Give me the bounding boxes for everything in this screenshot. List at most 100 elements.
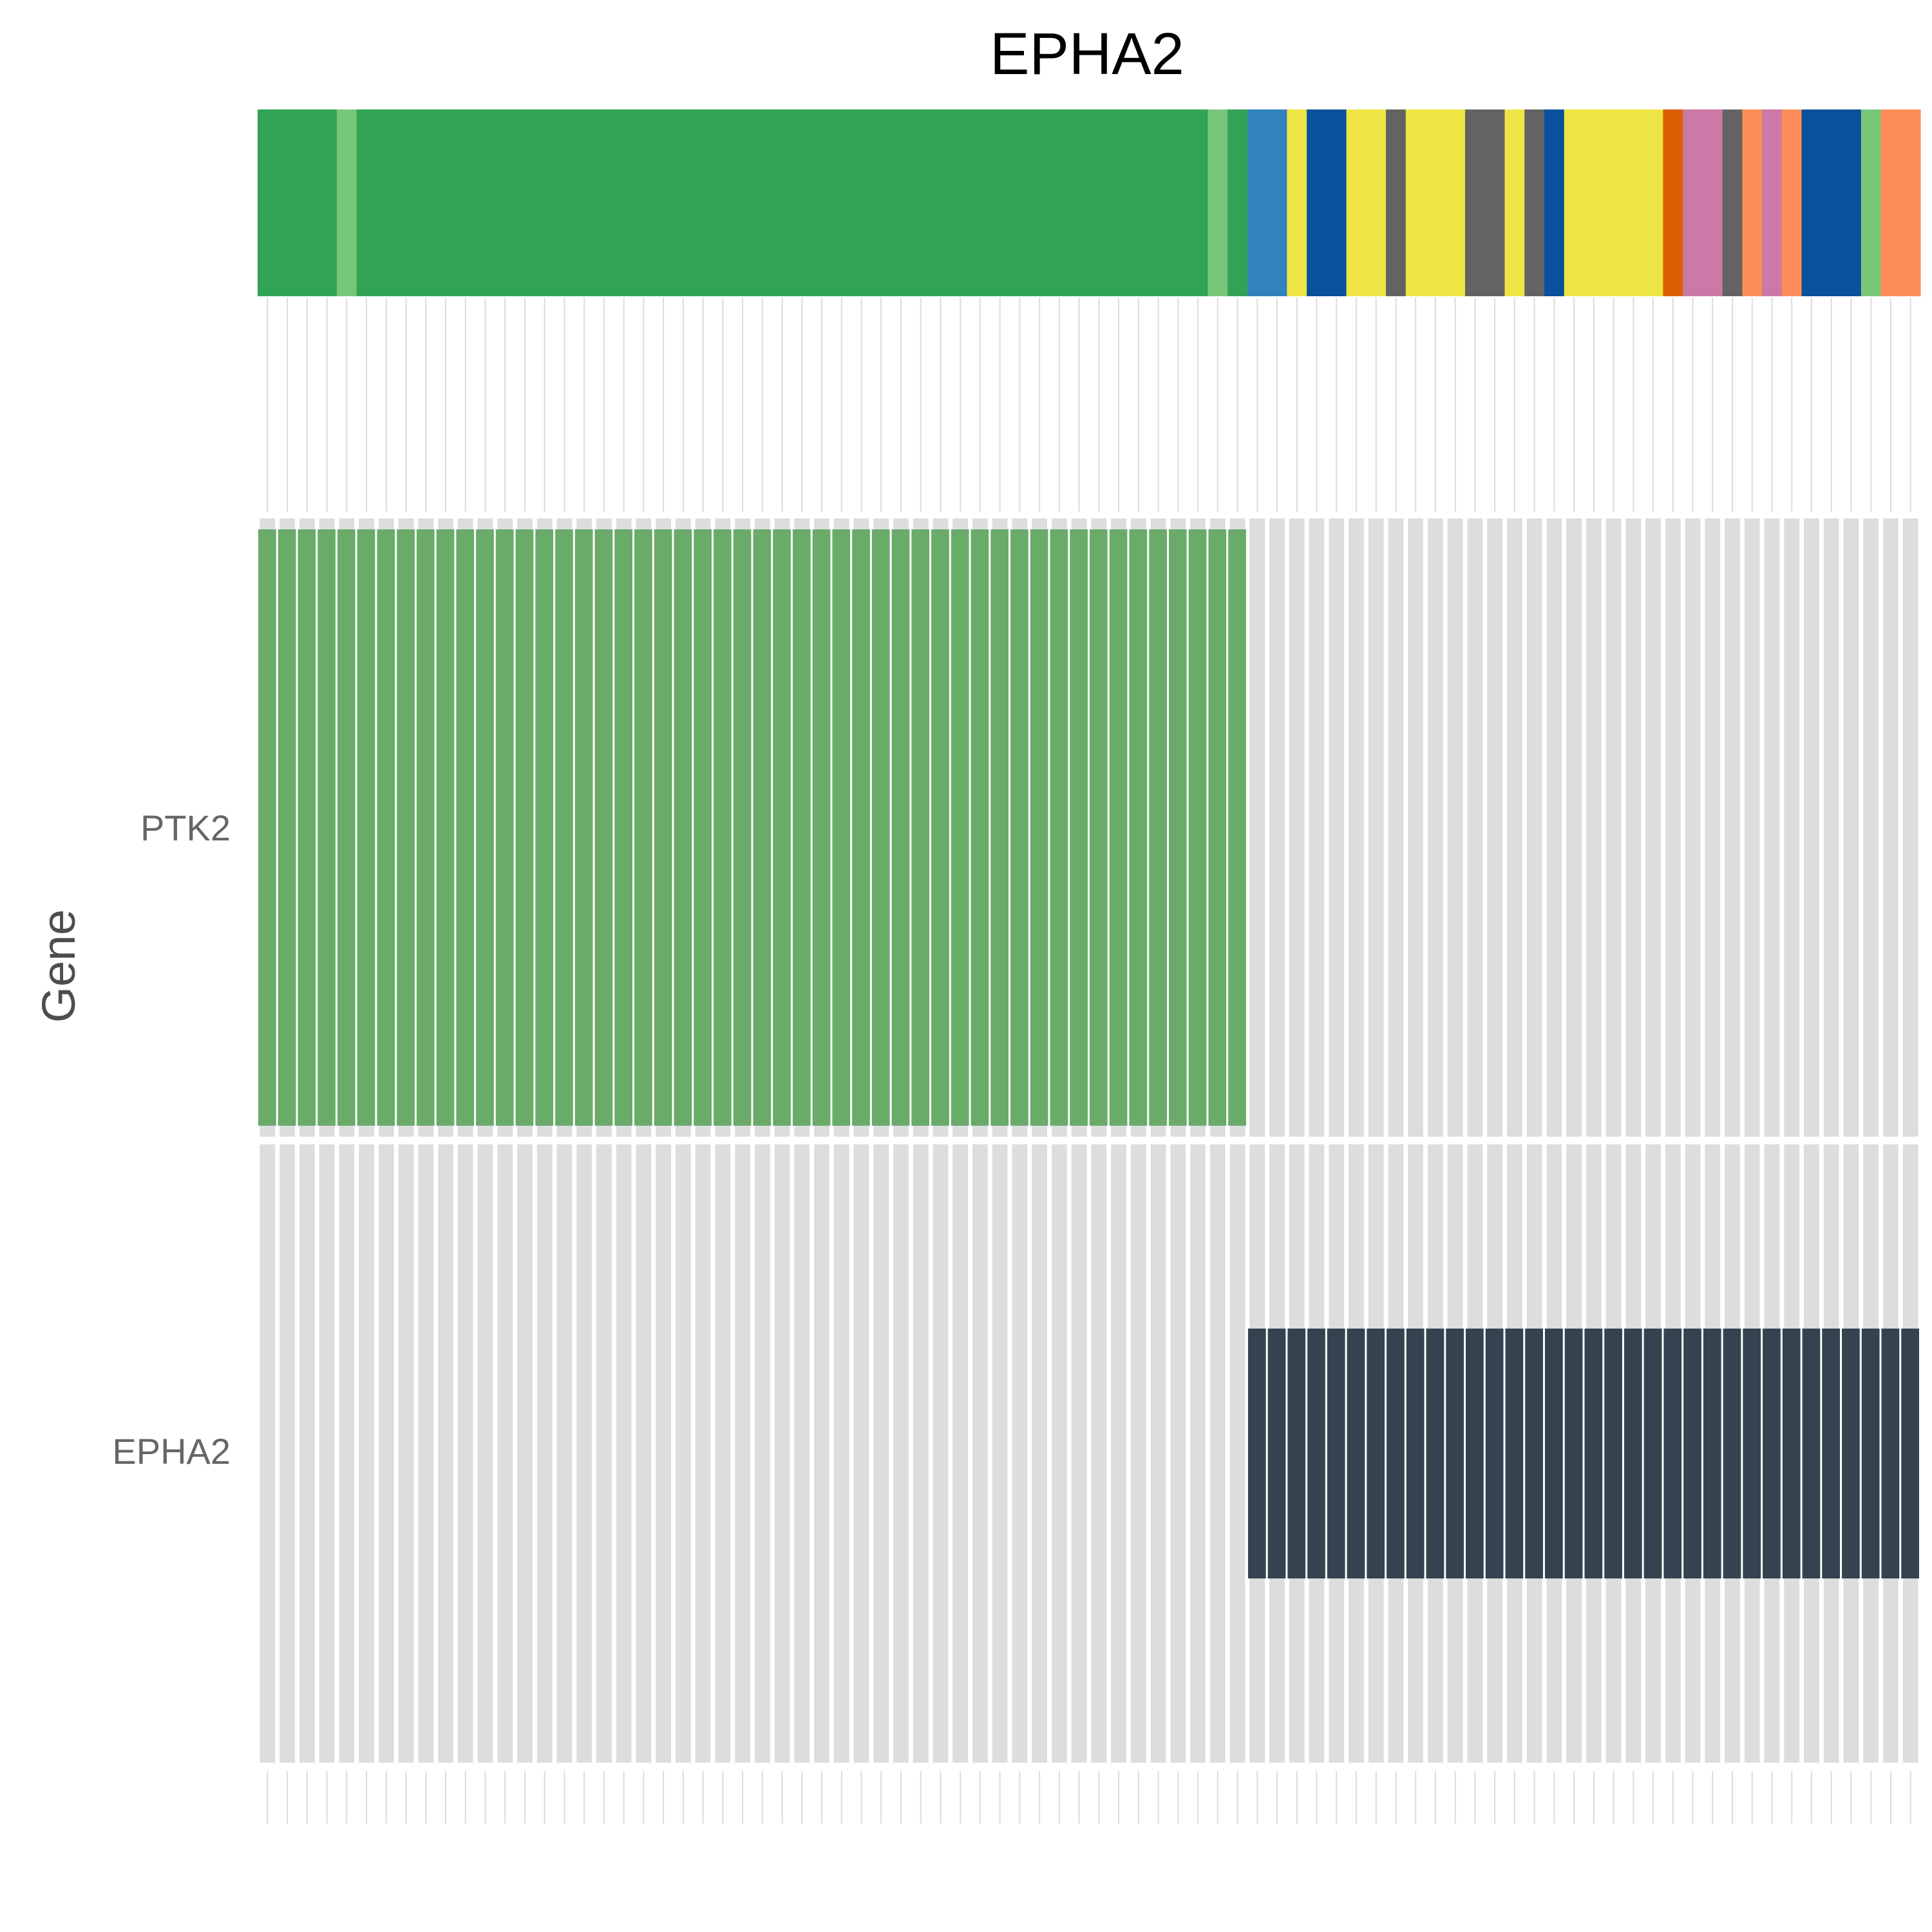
annotation-cell-53 xyxy=(1307,109,1327,296)
cell-bg-ptk2-73 xyxy=(1705,518,1721,1137)
cell-bg-epha2-1 xyxy=(279,1144,295,1763)
alteration-epha2-64 xyxy=(1525,1329,1543,1578)
cell-bg-epha2-35 xyxy=(952,1144,969,1763)
annotation-cell-59 xyxy=(1425,109,1446,296)
cell-bg-epha2-5 xyxy=(359,1144,374,1763)
alteration-epha2-66 xyxy=(1564,1329,1583,1578)
annotation-cell-77 xyxy=(1781,109,1803,296)
alteration-ptk2-29 xyxy=(832,529,851,1126)
annotation-cell-49 xyxy=(1227,109,1248,296)
annotation-cell-39 xyxy=(1029,109,1050,296)
annotation-cell-23 xyxy=(712,109,734,296)
alteration-ptk2-44 xyxy=(1129,529,1148,1126)
alteration-epha2-68 xyxy=(1604,1329,1622,1578)
annotation-cell-50 xyxy=(1247,109,1268,296)
gene-label-epha2: EPHA2 xyxy=(112,1431,231,1472)
cell-bg-ptk2-71 xyxy=(1665,518,1681,1137)
annotation-cell-15 xyxy=(554,109,575,296)
cell-bg-epha2-33 xyxy=(913,1144,929,1763)
cell-bg-epha2-28 xyxy=(814,1144,829,1763)
annotation-cell-80 xyxy=(1841,109,1862,296)
alteration-ptk2-43 xyxy=(1109,529,1128,1126)
alteration-ptk2-22 xyxy=(694,529,712,1126)
annotation-cell-31 xyxy=(871,109,892,296)
alteration-ptk2-36 xyxy=(971,529,989,1126)
cell-bg-epha2-47 xyxy=(1190,1144,1206,1763)
alteration-ptk2-31 xyxy=(871,529,890,1126)
cell-bg-ptk2-59 xyxy=(1428,518,1443,1137)
annotation-track xyxy=(258,109,1921,296)
annotation-cell-75 xyxy=(1742,109,1763,296)
alteration-epha2-53 xyxy=(1307,1329,1325,1578)
annotation-cell-67 xyxy=(1584,109,1604,296)
cell-bg-epha2-10 xyxy=(457,1144,473,1763)
annotation-cell-13 xyxy=(515,109,535,296)
annotation-cell-25 xyxy=(752,109,773,296)
annotation-cell-82 xyxy=(1880,109,1901,296)
cell-bg-epha2-23 xyxy=(715,1144,731,1763)
sample-separator-lines-bottom xyxy=(267,1771,1911,1824)
annotation-cell-32 xyxy=(891,109,911,296)
alteration-ptk2-10 xyxy=(456,529,475,1126)
cell-bg-ptk2-70 xyxy=(1645,518,1661,1137)
cell-bg-ptk2-81 xyxy=(1863,518,1879,1137)
annotation-cell-58 xyxy=(1405,109,1426,296)
alteration-epha2-63 xyxy=(1505,1329,1524,1578)
annotation-cell-42 xyxy=(1089,109,1110,296)
annotation-cell-36 xyxy=(970,109,990,296)
alteration-epha2-82 xyxy=(1881,1329,1900,1578)
cell-bg-epha2-30 xyxy=(853,1144,869,1763)
cell-bg-ptk2-76 xyxy=(1764,518,1780,1137)
cell-bg-epha2-37 xyxy=(992,1144,1008,1763)
annotation-cell-6 xyxy=(376,109,397,296)
cell-bg-epha2-31 xyxy=(873,1144,889,1763)
alteration-ptk2-35 xyxy=(951,529,969,1126)
cell-bg-ptk2-66 xyxy=(1566,518,1582,1137)
cell-bg-epha2-8 xyxy=(418,1144,434,1763)
annotation-cell-16 xyxy=(574,109,595,296)
annotation-cell-69 xyxy=(1623,109,1644,296)
alteration-ptk2-24 xyxy=(733,529,752,1126)
alteration-ptk2-48 xyxy=(1208,529,1227,1126)
alteration-ptk2-9 xyxy=(436,529,455,1126)
cell-bg-epha2-6 xyxy=(378,1144,394,1763)
cell-bg-epha2-26 xyxy=(774,1144,790,1763)
cell-bg-epha2-22 xyxy=(695,1144,711,1763)
cell-bg-epha2-16 xyxy=(576,1144,592,1763)
annotation-cell-76 xyxy=(1762,109,1783,296)
alteration-epha2-54 xyxy=(1327,1329,1345,1578)
alteration-epha2-58 xyxy=(1406,1329,1425,1578)
annotation-cell-47 xyxy=(1188,109,1209,296)
alteration-epha2-56 xyxy=(1367,1329,1385,1578)
annotation-cell-33 xyxy=(911,109,931,296)
alteration-ptk2-0 xyxy=(258,529,276,1126)
alteration-ptk2-26 xyxy=(773,529,791,1126)
annotation-cell-14 xyxy=(535,109,555,296)
alteration-ptk2-19 xyxy=(634,529,652,1126)
alteration-epha2-59 xyxy=(1426,1329,1444,1578)
alteration-ptk2-3 xyxy=(317,529,336,1126)
cell-bg-ptk2-74 xyxy=(1725,518,1740,1137)
alteration-epha2-76 xyxy=(1763,1329,1781,1578)
alteration-epha2-81 xyxy=(1861,1329,1880,1578)
cell-bg-ptk2-51 xyxy=(1269,518,1285,1137)
alteration-epha2-65 xyxy=(1544,1329,1563,1578)
annotation-cell-30 xyxy=(851,109,872,296)
cell-bg-epha2-45 xyxy=(1150,1144,1166,1763)
alteration-ptk2-41 xyxy=(1070,529,1088,1126)
annotation-cell-62 xyxy=(1484,109,1506,296)
annotation-cell-28 xyxy=(811,109,833,296)
alteration-epha2-80 xyxy=(1842,1329,1860,1578)
cell-bg-ptk2-65 xyxy=(1546,518,1562,1137)
alteration-epha2-62 xyxy=(1485,1329,1504,1578)
annotation-cell-29 xyxy=(831,109,852,296)
annotation-cell-81 xyxy=(1861,109,1882,296)
cell-bg-epha2-39 xyxy=(1032,1144,1048,1763)
cell-bg-epha2-15 xyxy=(556,1144,573,1763)
annotation-cell-65 xyxy=(1544,109,1565,296)
alteration-epha2-57 xyxy=(1387,1329,1405,1578)
cell-bg-ptk2-56 xyxy=(1368,518,1384,1137)
alteration-ptk2-42 xyxy=(1090,529,1108,1126)
alteration-epha2-51 xyxy=(1267,1329,1286,1578)
annotation-cell-24 xyxy=(732,109,753,296)
